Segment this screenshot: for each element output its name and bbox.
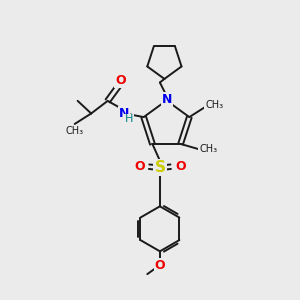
Text: CH₃: CH₃	[199, 144, 217, 154]
Text: CH₃: CH₃	[65, 126, 83, 136]
Text: O: O	[134, 160, 145, 172]
Text: H: H	[124, 115, 133, 124]
Text: CH₃: CH₃	[205, 100, 223, 110]
Text: O: O	[175, 160, 186, 172]
Text: N: N	[162, 93, 172, 106]
Text: S: S	[154, 160, 165, 175]
Text: O: O	[154, 259, 165, 272]
Text: O: O	[115, 74, 126, 87]
Text: N: N	[119, 107, 129, 120]
